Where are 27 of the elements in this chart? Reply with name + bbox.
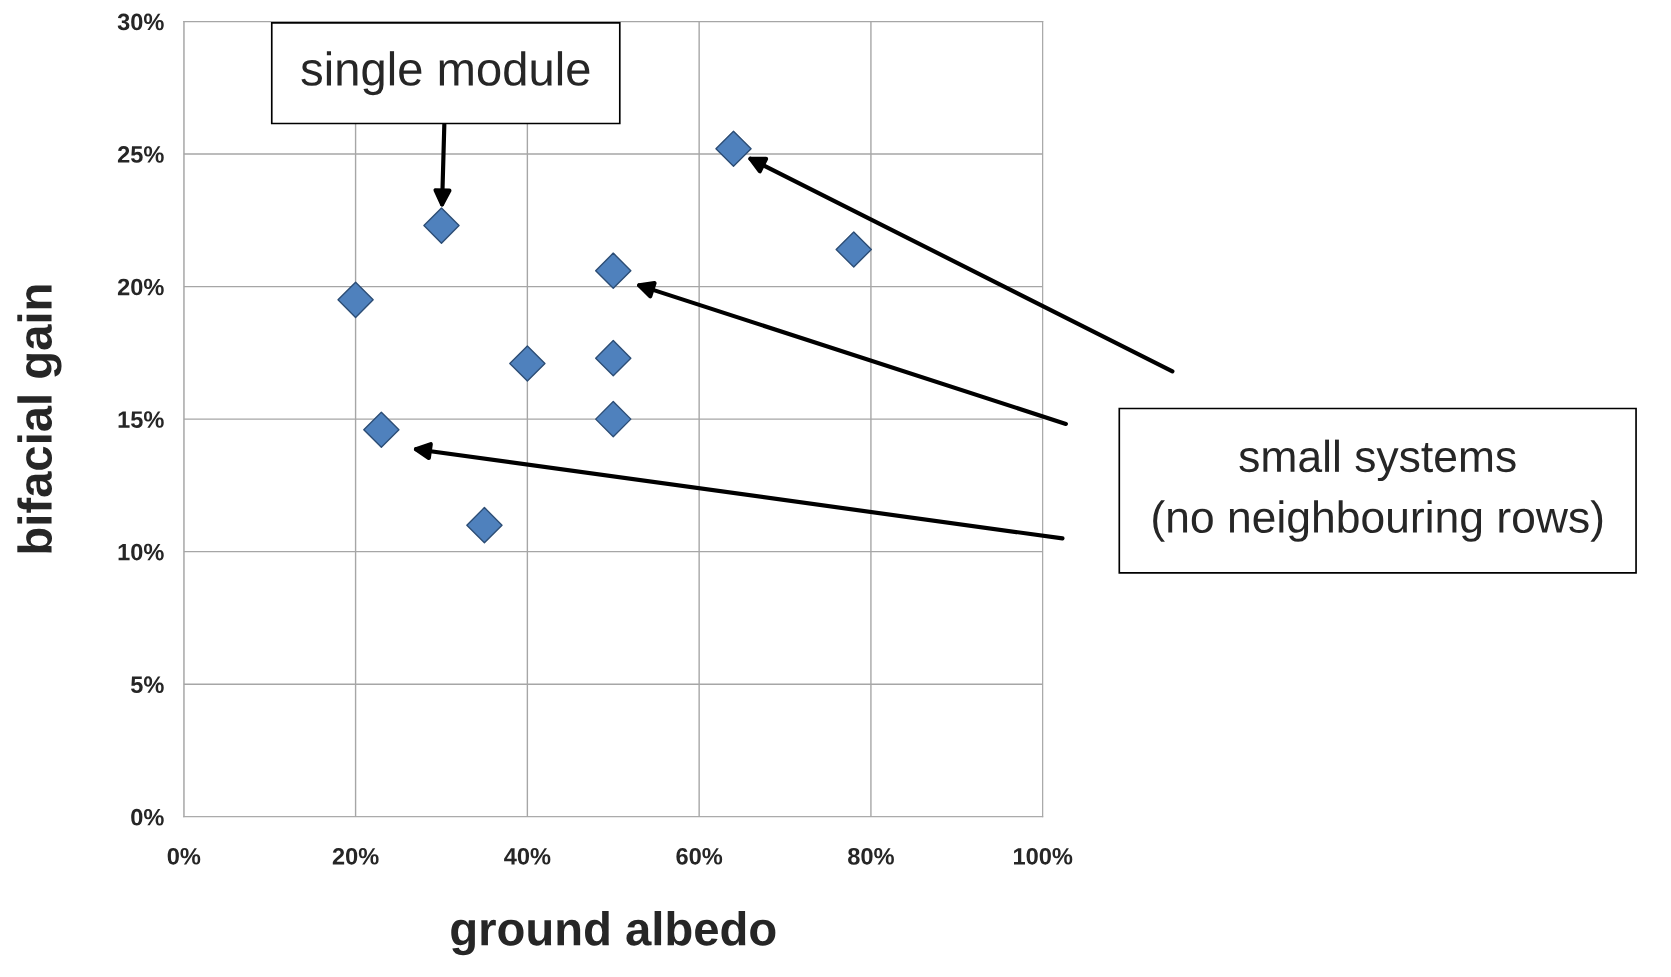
- x-tick-label: 100%: [1014, 847, 1073, 865]
- y-tick-label: 0%: [131, 808, 164, 826]
- x-tick-label: 20%: [332, 847, 379, 865]
- annotation: single module: [301, 51, 590, 96]
- x-tick-label: 60%: [676, 847, 723, 865]
- y-tick-label: 15%: [118, 411, 164, 428]
- point: [594, 339, 632, 377]
- point: [715, 130, 752, 168]
- x-axis-title: ground albedo: [451, 911, 776, 956]
- point: [337, 281, 374, 319]
- y-tick-label: 5%: [130, 676, 164, 694]
- y-tick-label: 20%: [117, 278, 164, 296]
- point: [363, 411, 400, 448]
- x-tick-label: 80%: [848, 847, 894, 865]
- y-axis-title: bifacial gain: [17, 285, 62, 553]
- point: [594, 252, 632, 289]
- point: [594, 400, 632, 438]
- x-tick-label: 40%: [504, 847, 551, 865]
- x-tick-label: 0%: [167, 847, 201, 865]
- y-tick-label: 10%: [118, 543, 164, 561]
- point: [509, 345, 546, 382]
- point: [423, 207, 460, 244]
- y-tick-label: 30%: [117, 13, 164, 31]
- point: [466, 506, 503, 544]
- text: small systems (no neighbouring rows): [1153, 439, 1603, 542]
- y-tick-label: 25%: [117, 146, 164, 163]
- point: [835, 231, 873, 268]
